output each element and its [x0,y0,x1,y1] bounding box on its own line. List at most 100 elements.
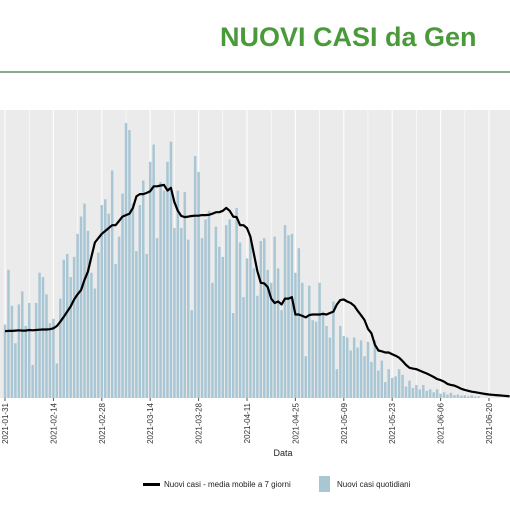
daily-cases-bar [370,362,373,398]
daily-cases-bar [473,396,477,398]
daily-cases-bar [352,337,356,398]
title-divider [0,71,510,73]
daily-cases-bar [404,386,408,398]
legend-moving-average-label: Nuovi casi - media mobile a 7 giorni [164,479,291,489]
daily-cases-bar [252,268,256,398]
daily-cases-bar [349,350,352,398]
daily-cases-bar [418,389,422,398]
daily-cases-bar [162,190,166,398]
daily-cases-bar [93,288,97,398]
daily-cases-bar [59,298,62,398]
daily-cases-bar [117,236,121,398]
daily-cases-bar [466,396,470,398]
daily-cases-bar [442,392,446,398]
daily-cases-bar [228,219,231,398]
daily-cases-bar [193,156,197,398]
daily-cases-bar [359,340,363,398]
daily-cases-bar [65,254,69,398]
daily-cases-bar [97,252,100,398]
daily-cases-bar [387,369,390,398]
daily-cases-bar [142,180,145,398]
daily-cases-bar [238,242,242,398]
daily-cases-bar [52,318,55,398]
daily-cases-bar [256,295,259,398]
daily-cases-bar [432,392,435,398]
daily-cases-bar [204,219,207,398]
daily-cases-bar [207,210,211,398]
daily-cases-bar [200,238,204,398]
daily-cases-bar [325,326,328,398]
daily-cases-bar [3,324,7,398]
x-tick-label: 2021-02-28 [98,402,107,443]
daily-cases-bar [328,337,332,398]
daily-cases-bar [377,370,380,398]
cases-chart: 2021-01-31 2021-02-14 2021-02-28 2021-03-14… [0,110,510,458]
daily-cases-bar [90,272,93,398]
daily-cases-bar [290,233,294,398]
daily-cases-bar [10,305,14,398]
daily-cases-bar [259,241,263,398]
moving-average-line [4,183,510,398]
daily-cases-bar [477,396,480,398]
daily-cases-bar [363,356,366,398]
x-tick-label: 2021-06-20 [485,402,494,443]
daily-cases-bar [294,272,297,398]
daily-cases-bar [131,203,135,398]
daily-cases-bar [62,259,66,398]
daily-cases-bar [314,321,318,398]
daily-cases-bar [135,251,138,398]
daily-cases-bar [356,347,359,398]
daily-cases-bar [460,395,463,398]
daily-cases-bar [145,254,148,398]
daily-cases-bar [273,236,276,398]
daily-cases-bar [27,302,31,398]
legend-line-swatch [143,482,160,486]
daily-cases-bar [245,258,249,398]
daily-cases-bar [342,336,346,398]
daily-cases-bar [7,269,10,398]
daily-cases-bar [211,282,214,398]
daily-cases-bar [34,302,38,398]
daily-cases-bar [435,389,439,398]
daily-cases-bar [169,141,173,398]
chart-legend: Nuovi casi - media mobile a 7 giorni Nuo… [0,474,510,494]
daily-cases-bar [121,193,124,398]
daily-cases-bar [339,326,342,398]
daily-cases-bar [159,182,162,398]
daily-cases-bar [384,382,387,398]
daily-cases-bar [24,326,27,398]
daily-cases-bar [152,144,155,398]
x-tick-label: 2021-04-25 [291,402,300,443]
daily-cases-bar [48,323,52,398]
daily-cases-bar [76,233,79,398]
daily-cases-bar [124,122,128,399]
daily-cases-bar [31,364,34,398]
daily-cases-bar [72,256,76,398]
daily-cases-bar [183,192,187,398]
daily-cases-bar [17,304,21,398]
daily-cases-bar [280,310,283,398]
x-tick-label: 2021-05-23 [388,402,397,443]
daily-cases-bar [415,385,418,398]
x-axis-ticks: 2021-01-31 2021-02-14 2021-02-28 2021-03-14… [1,398,494,444]
daily-cases-bar [397,369,401,398]
legend-daily-cases-label: Nuovi casi quotidiani [337,479,411,489]
daily-cases-bar [422,385,425,398]
daily-cases-bar [287,235,290,398]
legend-bar-swatch [319,476,330,492]
daily-cases-bar [107,213,110,398]
daily-cases-bar [297,248,301,398]
daily-cases-bar [456,394,460,398]
daily-cases-bar [83,203,86,398]
daily-cases-bar [470,395,473,398]
daily-cases-bar [463,395,467,398]
daily-cases-bar [186,239,190,398]
daily-cases-bar [221,256,225,398]
daily-cases-bar [263,238,266,398]
daily-cases-bar [446,394,449,398]
daily-cases-bar [218,246,221,398]
daily-cases-bar [411,387,415,398]
daily-cases-bar [190,310,193,398]
daily-cases-bar [242,297,245,398]
daily-cases-bar [79,216,83,398]
